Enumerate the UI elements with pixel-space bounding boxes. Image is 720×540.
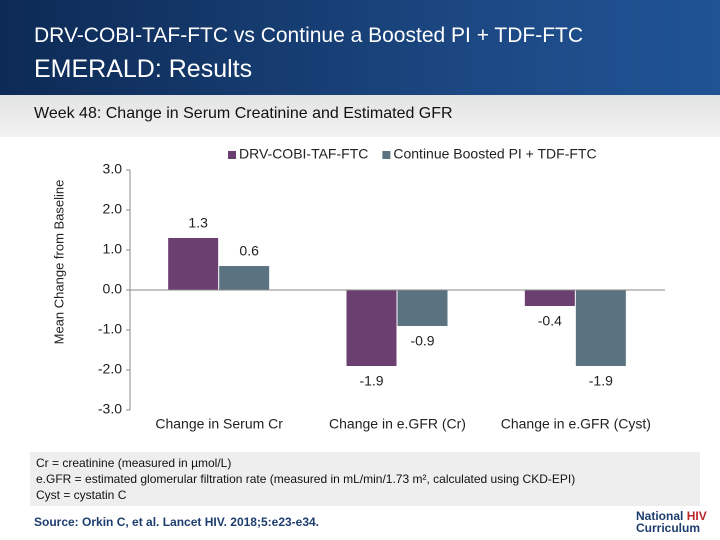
- logo-text: National: [636, 509, 684, 523]
- footnote: Cyst = cystatin C: [36, 488, 127, 502]
- title: DRV-COBI-TAF-FTC vs Continue a Boosted P…: [34, 24, 584, 47]
- chart: Mean Change from Baseline 3.0 2.0 1.0 0.0 -1…: [51, 146, 665, 432]
- y-tick-label: 1.0: [103, 241, 123, 257]
- header: DRV-COBI-TAF-FTC vs Continue a Boosted P…: [0, 0, 720, 95]
- bar: [575, 290, 626, 366]
- y-tick-label: -1.0: [98, 321, 122, 337]
- footnote: e.GFR = estimated glomerular filtration …: [36, 472, 576, 486]
- bar: [219, 266, 270, 290]
- x-tick-label: Change in e.GFR (Cyst): [501, 416, 651, 432]
- footnotes: Cr = creatinine (measured in µmol/L) e.G…: [30, 452, 700, 506]
- legend-label: Continue Boosted PI + TDF-FTC: [393, 146, 596, 162]
- x-tick-label: Change in e.GFR (Cr): [329, 416, 466, 432]
- bar: [524, 290, 575, 306]
- source: Source: Orkin C, et al. Lancet HIV. 2018…: [34, 515, 320, 529]
- legend-swatch: [228, 151, 236, 159]
- bar: [168, 238, 219, 290]
- legend-label: DRV-COBI-TAF-FTC: [239, 146, 368, 162]
- data-label: -1.9: [589, 373, 613, 389]
- data-label: 0.6: [239, 243, 259, 259]
- logo-text: HIV: [686, 509, 707, 523]
- logo-text: Curriculum: [636, 521, 701, 535]
- footnote: Cr = creatinine (measured in µmol/L): [36, 456, 232, 470]
- logo: National HIV Curriculum: [636, 510, 707, 534]
- section-bar: Week 48: Change in Serum Creatinine and …: [0, 95, 720, 137]
- data-label: -1.9: [359, 373, 383, 389]
- y-tick-label: 0.0: [103, 281, 123, 297]
- bar: [397, 290, 448, 326]
- y-tick-label: 2.0: [103, 201, 123, 217]
- x-tick-label: Change in Serum Cr: [155, 416, 283, 432]
- y-axis-label: Mean Change from Baseline: [51, 180, 66, 345]
- y-tick-label: 3.0: [103, 161, 123, 177]
- bar: [346, 290, 397, 366]
- section-title: Week 48: Change in Serum Creatinine and …: [34, 105, 453, 122]
- data-label: -0.4: [538, 313, 562, 329]
- subtitle: EMERALD: Results: [34, 55, 253, 83]
- y-tick-label: -3.0: [98, 401, 122, 417]
- y-tick-label: -2.0: [98, 361, 122, 377]
- data-label: 1.3: [188, 215, 208, 231]
- data-label: -0.9: [410, 333, 434, 349]
- legend-swatch: [382, 151, 391, 159]
